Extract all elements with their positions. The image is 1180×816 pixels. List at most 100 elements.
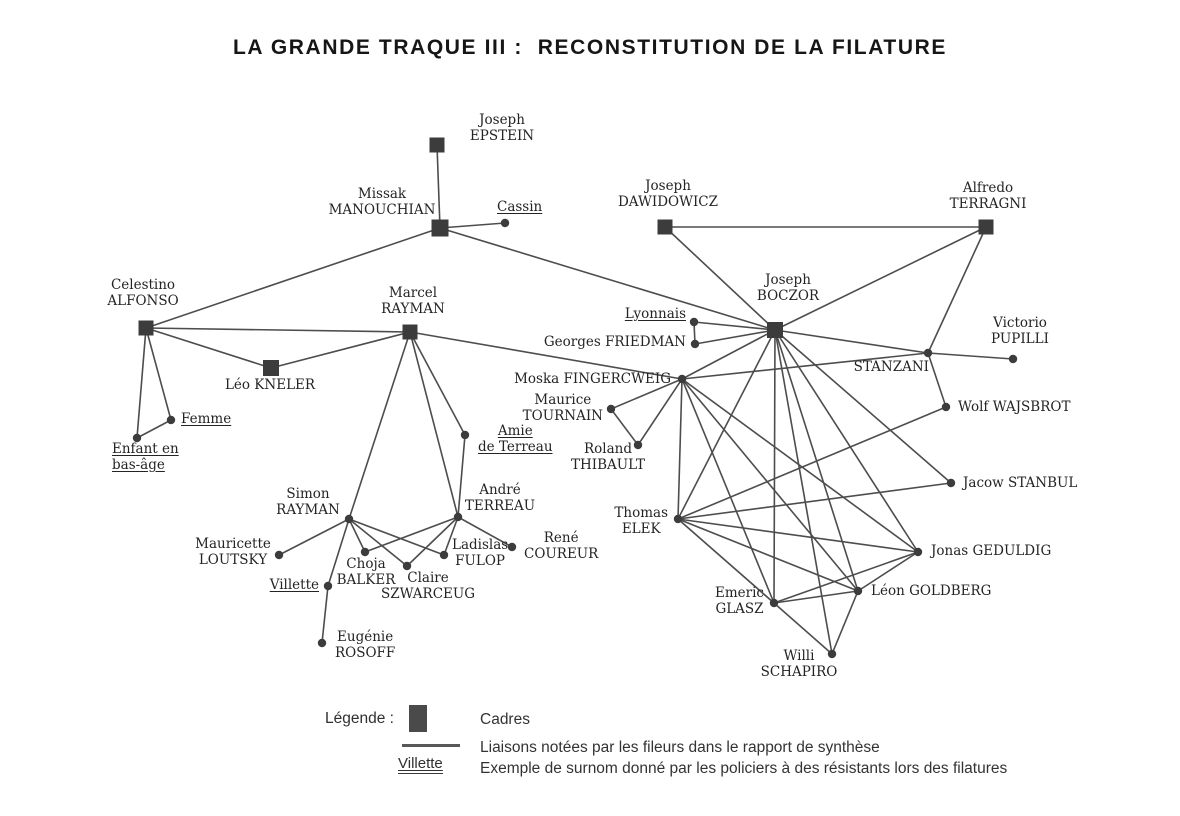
node-manouchian-square — [431, 219, 449, 237]
edge-boczor-schapiro — [774, 329, 833, 655]
node-thibault-dot — [633, 440, 643, 450]
edge-elek-geduldig — [677, 518, 919, 553]
edge-fingercweig-elek — [677, 378, 683, 520]
label-friedman: Georges FRIEDMAN — [543, 334, 686, 350]
node-friedman-dot — [690, 339, 700, 349]
node-villette-dot — [323, 581, 333, 591]
label-geduldig: Jonas GEDULDIG — [931, 543, 1052, 559]
label-terreau: André TERREAU — [464, 482, 536, 514]
node-srayman-dot — [344, 514, 354, 524]
label-stanbul: Jacow STANBUL — [963, 475, 1078, 491]
node-coureur-dot — [507, 542, 517, 552]
label-epstein: Joseph EPSTEIN — [469, 112, 535, 144]
label-dawidowicz: Joseph DAWIDOWICZ — [617, 178, 719, 210]
label-stanzani: STANZANI — [853, 359, 929, 375]
label-boczor: Joseph BOCZOR — [756, 272, 820, 304]
label-tournain: Maurice TOURNAIN — [522, 392, 603, 424]
edge-srayman-szwarceug — [348, 518, 408, 567]
edge-boczor-elek — [677, 329, 776, 520]
node-loutsky-dot — [274, 550, 284, 560]
edge-glasz-schapiro — [773, 602, 833, 655]
legend-surname-example: Villette — [398, 755, 443, 774]
label-lyonnais: Lyonnais — [624, 306, 686, 322]
label-fingercweig: Moska FINGERCWEIG — [514, 371, 671, 387]
label-rosoff: Eugénie ROSOFF — [335, 629, 396, 661]
label-pupilli: Victorio PUPILLI — [991, 315, 1049, 347]
edge-goldberg-schapiro — [831, 590, 859, 655]
edge-manouchian-alfonso — [145, 227, 441, 329]
edge-srayman-loutsky — [278, 518, 350, 556]
edge-srayman-fulop — [348, 518, 445, 556]
label-cassin: Cassin — [497, 199, 543, 215]
node-dawidowicz-square — [657, 219, 673, 235]
cadres-square-icon — [409, 705, 427, 732]
legend-item-surnom: Exemple de surnom donné par les policier… — [480, 760, 1008, 777]
edge-boczor-terragni — [774, 226, 987, 331]
node-kneler-square — [263, 360, 279, 376]
edge-srayman-balker — [348, 518, 366, 553]
page-title: LA GRANDE TRAQUE III : RECONSTITUTION DE… — [233, 36, 947, 59]
label-coureur: René COUREUR — [524, 530, 599, 562]
node-stanbul-dot — [946, 478, 956, 488]
node-terreau-dot — [453, 512, 463, 522]
edge-manouchian-cassin — [439, 222, 506, 229]
label-glasz: Emeric GLASZ — [715, 585, 764, 617]
edge-elek-goldberg — [677, 518, 859, 592]
edge-friedman-boczor — [694, 329, 776, 345]
node-rosoff-dot — [317, 638, 327, 648]
node-lyonnais-dot — [689, 317, 699, 327]
legend-item-cadres: Cadres — [480, 711, 530, 728]
node-tournain-dot — [606, 404, 616, 414]
edge-srayman-villette — [327, 518, 350, 587]
node-amie-dot — [460, 430, 470, 440]
node-balker-dot — [360, 547, 370, 557]
label-enfant: Enfant en bas-âge — [112, 441, 179, 473]
node-glasz-dot — [769, 598, 779, 608]
edge-dawidowicz-boczor — [664, 226, 776, 331]
label-terragni: Alfredo TERRAGNI — [949, 180, 1027, 212]
label-villette: Villette — [269, 577, 319, 593]
edge-stanzani-wajsbrot — [927, 352, 947, 408]
edge-fingercweig-goldberg — [681, 378, 859, 592]
edge-amie-terreau — [457, 434, 466, 518]
node-pupilli-dot — [1008, 354, 1018, 364]
edge-goldberg-geduldig — [857, 551, 919, 592]
edge-terreau-szwarceug — [406, 516, 459, 567]
edge-fingercweig-thibault — [637, 378, 683, 446]
node-enfant-dot — [132, 433, 142, 443]
label-mrayman: Marcel RAYMAN — [381, 285, 445, 317]
edge-mrayman-srayman — [348, 331, 411, 520]
node-stanzani-dot — [923, 348, 933, 358]
node-geduldig-dot — [913, 547, 923, 557]
node-epstein-square — [429, 137, 445, 153]
node-goldberg-dot — [853, 586, 863, 596]
edge-alfonso-kneler — [145, 327, 272, 369]
label-elek: Thomas ELEK — [614, 505, 668, 537]
label-amie: Amie de Terreau — [478, 423, 553, 455]
legend-item-liaisons: Liaisons notées par les fileurs dans le … — [480, 739, 880, 756]
edge-alfonso-femme — [145, 327, 172, 421]
edge-boczor-stanbul — [774, 329, 952, 484]
edge-terreau-coureur — [457, 516, 513, 548]
edge-glasz-goldberg — [773, 590, 859, 604]
edge-elek-stanbul — [677, 482, 952, 520]
label-fulop: Ladislas FULOP — [452, 537, 509, 569]
label-schapiro: Willi SCHAPIRO — [760, 648, 838, 680]
edge-boczor-stanzani — [774, 329, 929, 354]
edge-boczor-fingercweig — [681, 329, 776, 380]
legend: Légende : Cadres Liaisons notées par les… — [0, 0, 1180, 777]
edge-villette-rosoff — [321, 585, 329, 644]
liaison-line-icon — [402, 744, 460, 747]
node-fingercweig-dot — [677, 374, 687, 384]
label-alfonso: Celestino ALFONSO — [107, 277, 179, 309]
edge-boczor-glasz — [773, 329, 776, 604]
node-cassin-dot — [500, 218, 510, 228]
edge-alfonso-enfant — [136, 327, 147, 439]
edge-stanzani-pupilli — [927, 352, 1014, 360]
edge-fingercweig-tournain — [610, 378, 683, 410]
edge-glasz-geduldig — [773, 551, 919, 604]
label-wajsbrot: Wolf WAJSBROT — [958, 399, 1071, 415]
node-elek-dot — [673, 514, 683, 524]
